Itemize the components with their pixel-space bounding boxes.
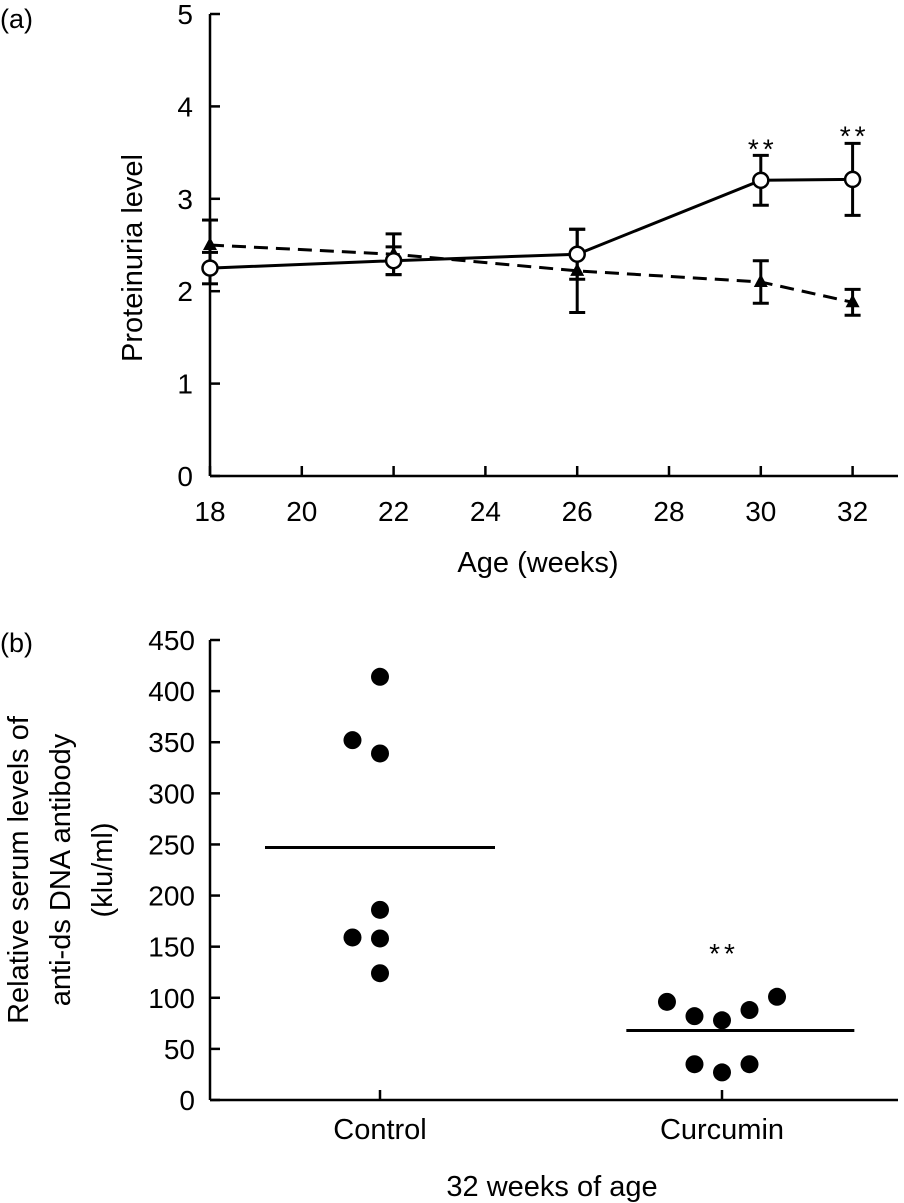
data-point-control	[371, 964, 389, 983]
panel-b-y-tick-label: 50	[164, 1034, 195, 1065]
proteinuria-chart: (a) 18 20 22 24 26 28 30 32 0 1 2 3 4 5 Age (weeks) P…	[0, 0, 898, 579]
data-point-curcumin	[845, 294, 860, 308]
series-line-control	[209, 177, 853, 270]
panel-b-y-tick-label: 450	[148, 625, 195, 656]
panel-b-y-tick-label: 300	[148, 778, 195, 809]
panel-a-x-tick-label: 22	[378, 496, 409, 527]
panel-a-y-tick-label: 3	[177, 184, 193, 215]
panel-a-x-tick-label: 24	[470, 496, 501, 527]
series-line-curcumin	[209, 243, 853, 304]
data-point-control	[568, 245, 586, 263]
significance-marker: **	[709, 938, 739, 969]
data-point-control	[384, 251, 403, 270]
data-point-control	[371, 929, 389, 948]
data-point-control	[343, 928, 362, 947]
significance-marker: **	[840, 121, 870, 152]
panel-b-y-tick-label: 0	[179, 1085, 195, 1116]
panel-b-y-tick-label: 200	[148, 881, 195, 912]
panel-a-x-tick-label: 18	[194, 496, 225, 527]
panel-a-y-tick-label: 2	[177, 276, 193, 307]
panel-a-x-label: Age (weeks)	[457, 547, 618, 579]
panel-a-x-tick-label: 28	[653, 496, 684, 527]
category-label-curcumin: Curcumin	[660, 1114, 784, 1146]
data-point-curcumin	[657, 992, 676, 1011]
panel-a-y-tick-label: 1	[177, 369, 193, 400]
data-point-curcumin	[685, 1055, 704, 1074]
panel-b-y-label-line2: anti-ds DNA antibody	[45, 733, 77, 1006]
data-point-curcumin	[713, 1063, 731, 1082]
data-point-curcumin	[740, 1055, 759, 1074]
panel-b-y-tick-label: 400	[148, 676, 195, 707]
panel-a-y-tick-label: 4	[177, 91, 193, 122]
panel-a-y-tick-label: 0	[177, 461, 193, 492]
category-label-control: Control	[333, 1114, 427, 1146]
data-point-control	[752, 171, 770, 190]
panel-b-y-label-line1: Relative serum levels of	[3, 715, 35, 1024]
data-point-curcumin	[753, 273, 768, 287]
panel-b-y-label-line3: (klu/ml)	[87, 822, 119, 917]
data-point-control	[201, 259, 219, 277]
data-point-curcumin	[768, 987, 787, 1006]
panel-a-y-tick-label: 5	[177, 0, 193, 30]
panel-b-x-label: 32 weeks of age	[446, 1171, 657, 1203]
antibody-chart: (b) 0 50 100 150 200 250 300 350 400 450 Control Cu…	[0, 625, 898, 1203]
data-point-control	[371, 667, 389, 686]
data-point-curcumin	[713, 1011, 731, 1030]
data-point-curcumin	[203, 237, 217, 250]
panel-b-label: (b)	[0, 628, 33, 658]
panel-b-y-tick-label: 150	[148, 932, 195, 963]
data-point-control	[371, 900, 389, 919]
significance-marker: **	[748, 134, 778, 165]
panel-a-x-tick-label: 30	[745, 496, 776, 527]
data-point-curcumin	[740, 1001, 759, 1020]
data-point-curcumin	[685, 1007, 704, 1026]
data-point-control	[343, 731, 362, 750]
data-point-control	[843, 170, 862, 189]
panel-a-x-tick-label: 32	[837, 496, 868, 527]
panel-b-y-tick-label: 350	[148, 727, 195, 758]
data-point-control	[371, 744, 389, 763]
panel-a-x-tick-label: 26	[562, 496, 593, 527]
panel-b-y-tick-label: 100	[148, 983, 195, 1014]
panel-a-x-tick-label: 20	[286, 496, 317, 527]
panel-b-y-tick-label: 250	[148, 829, 195, 860]
panel-a-label: (a)	[0, 4, 33, 34]
panel-a-y-label: Proteinuria level	[117, 154, 149, 362]
